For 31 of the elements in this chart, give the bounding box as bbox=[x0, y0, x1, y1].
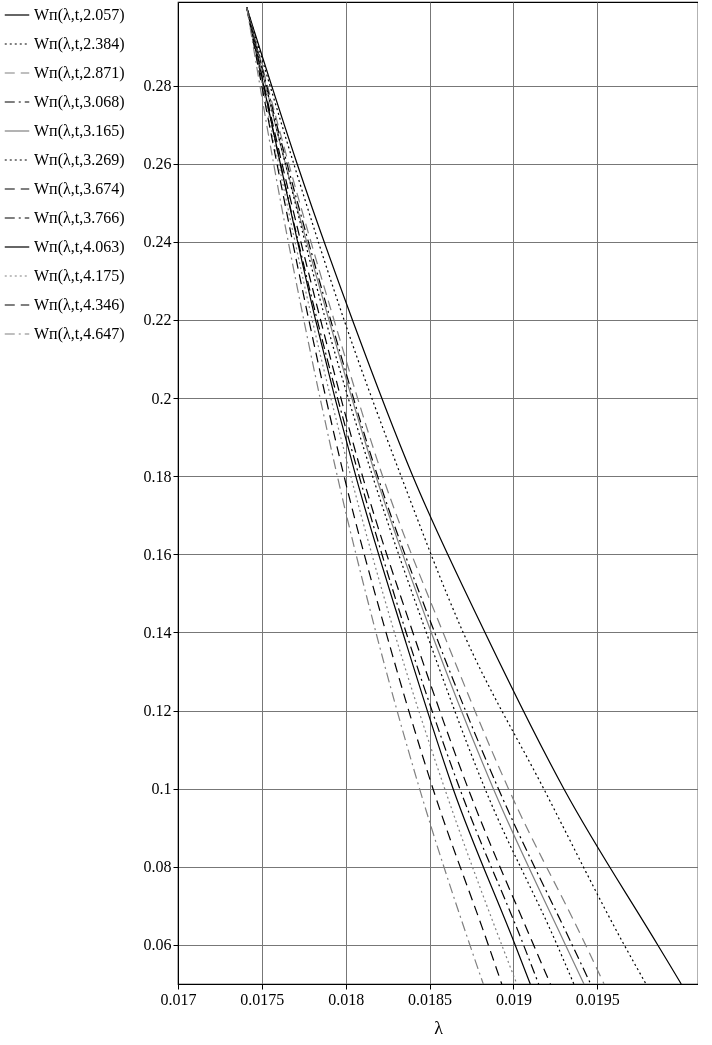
legend-label: Wп(λ,t,3.068) bbox=[34, 93, 125, 111]
legend-label: Wп(λ,t,3.766) bbox=[34, 209, 125, 227]
y-tick-label: 0.1 bbox=[151, 780, 172, 798]
x-tick-label: 0.017 bbox=[160, 990, 197, 1008]
legend-label: Wп(λ,t,4.063) bbox=[34, 238, 125, 256]
x-tick-label: 0.0185 bbox=[408, 990, 453, 1008]
y-tick-label: 0.14 bbox=[143, 623, 172, 641]
y-tick-label: 0.2 bbox=[151, 389, 172, 407]
x-tick-label: 0.019 bbox=[495, 990, 532, 1008]
legend-label: Wп(λ,t,2.384) bbox=[34, 35, 125, 53]
legend-label: Wп(λ,t,3.674) bbox=[34, 180, 125, 198]
legend-label: Wп(λ,t,3.165) bbox=[34, 122, 125, 140]
y-tick-label: 0.08 bbox=[143, 858, 172, 876]
legend-label: Wп(λ,t,2.057) bbox=[34, 6, 125, 24]
x-tick-label: 0.018 bbox=[328, 990, 365, 1008]
x-axis-title: λ bbox=[434, 1017, 444, 1038]
y-tick-label: 0.06 bbox=[143, 936, 172, 954]
legend-label: Wп(λ,t,3.269) bbox=[34, 151, 125, 169]
y-tick-label: 0.26 bbox=[143, 155, 172, 173]
x-tick-label: 0.0175 bbox=[240, 990, 285, 1008]
legend-label: Wп(λ,t,4.647) bbox=[34, 325, 125, 343]
y-tick-label: 0.28 bbox=[143, 77, 172, 95]
y-tick-label: 0.22 bbox=[143, 311, 172, 329]
y-tick-label: 0.18 bbox=[143, 467, 172, 485]
y-tick-label: 0.16 bbox=[143, 545, 172, 563]
x-tick-label: 0.0195 bbox=[575, 990, 620, 1008]
legend-label: Wп(λ,t,4.346) bbox=[34, 296, 125, 314]
y-tick-label: 0.24 bbox=[143, 233, 172, 251]
y-tick-label: 0.12 bbox=[143, 702, 172, 720]
legend-label: Wп(λ,t,4.175) bbox=[34, 267, 125, 285]
legend-label: Wп(λ,t,2.871) bbox=[34, 64, 125, 82]
